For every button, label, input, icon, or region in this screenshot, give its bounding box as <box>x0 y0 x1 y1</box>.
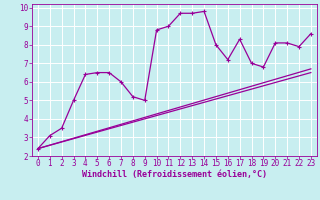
X-axis label: Windchill (Refroidissement éolien,°C): Windchill (Refroidissement éolien,°C) <box>82 170 267 179</box>
